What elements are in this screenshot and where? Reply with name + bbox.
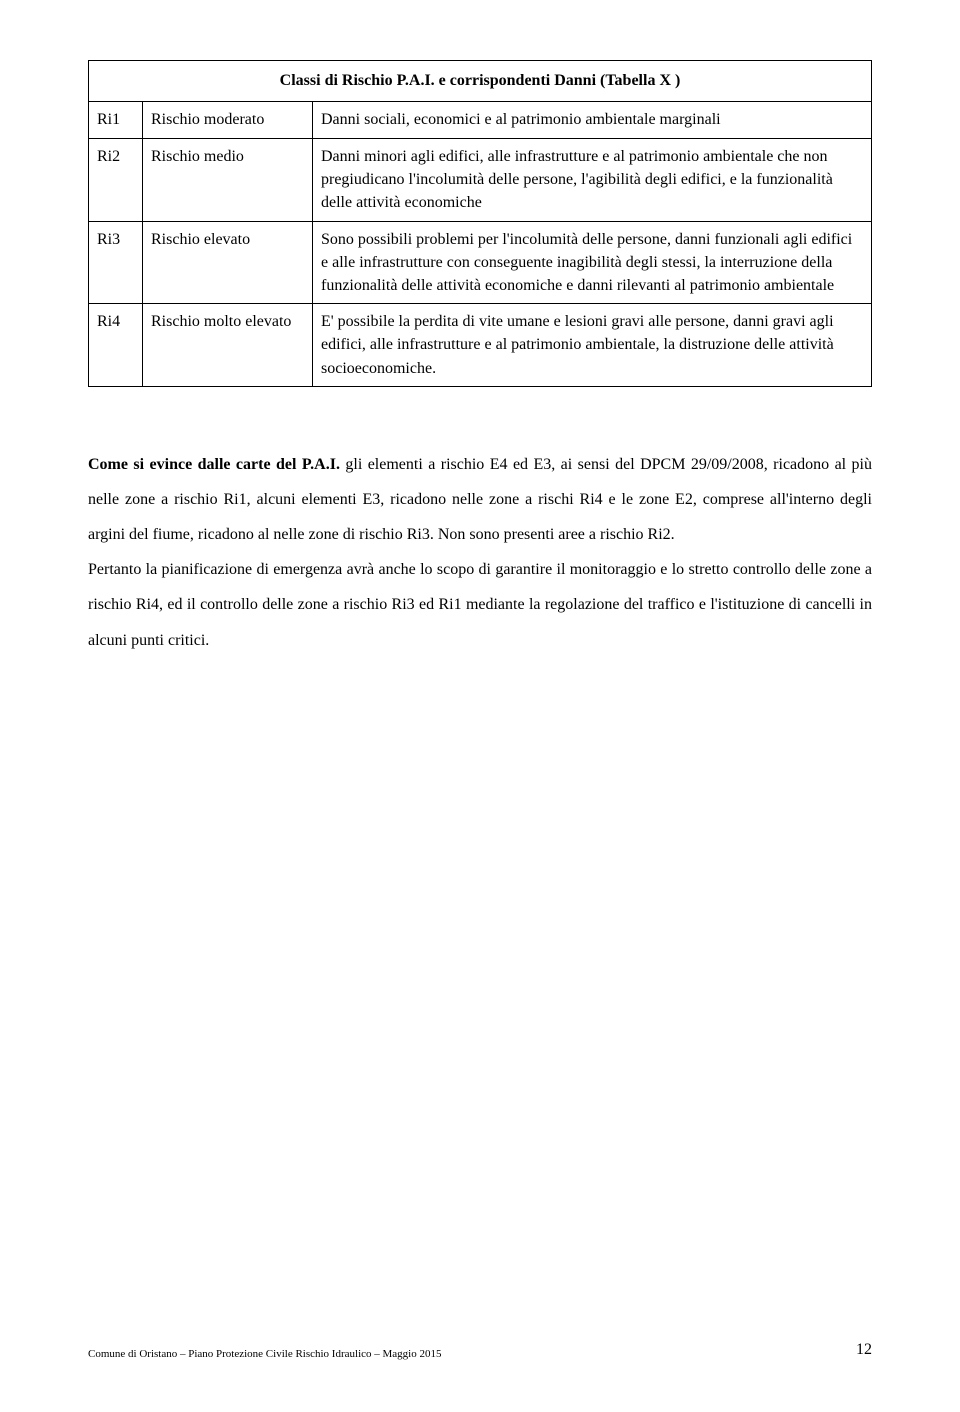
risk-level: Rischio medio	[143, 139, 313, 222]
risk-level: Rischio elevato	[143, 221, 313, 304]
risk-desc: Danni sociali, economici e al patrimonio…	[313, 102, 872, 139]
table-row: Ri1 Rischio moderato Danni sociali, econ…	[89, 102, 872, 139]
table-row: Ri4 Rischio molto elevato E' possibile l…	[89, 304, 872, 387]
risk-code: Ri3	[89, 221, 143, 304]
table-title: Classi di Rischio P.A.I. e corrispondent…	[89, 61, 872, 102]
table-row: Ri3 Rischio elevato Sono possibili probl…	[89, 221, 872, 304]
risk-code: Ri4	[89, 304, 143, 387]
risk-level: Rischio moderato	[143, 102, 313, 139]
risk-code: Ri2	[89, 139, 143, 222]
risk-table: Classi di Rischio P.A.I. e corrispondent…	[88, 60, 872, 387]
risk-desc: E' possibile la perdita di vite umane e …	[313, 304, 872, 387]
risk-desc: Danni minori agli edifici, alle infrastr…	[313, 139, 872, 222]
body-lead: Come si evince dalle carte del P.A.I.	[88, 456, 340, 473]
footer-page-number: 12	[856, 1338, 872, 1362]
body-paragraph-2: Pertanto la pianificazione di emergenza …	[88, 552, 872, 658]
page-footer: Comune di Oristano – Piano Protezione Ci…	[88, 1338, 872, 1362]
risk-level: Rischio molto elevato	[143, 304, 313, 387]
body-paragraph-1: Come si evince dalle carte del P.A.I. gl…	[88, 447, 872, 553]
table-row: Ri2 Rischio medio Danni minori agli edif…	[89, 139, 872, 222]
risk-desc: Sono possibili problemi per l'incolumità…	[313, 221, 872, 304]
footer-source: Comune di Oristano – Piano Protezione Ci…	[88, 1346, 441, 1363]
risk-code: Ri1	[89, 102, 143, 139]
